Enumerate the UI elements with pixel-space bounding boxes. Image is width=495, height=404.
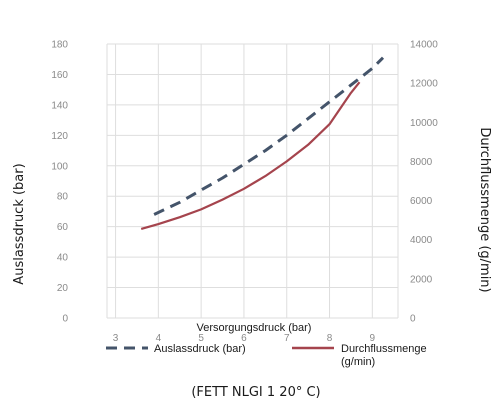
grid-horizontal (107, 43, 398, 319)
legend: Auslassdruck (bar) Durchflussmenge (g/min… (106, 343, 427, 368)
x-tick-label: 8 (327, 333, 333, 344)
right-tick-label: 14000 (410, 40, 438, 51)
x-axis-ticks: 3 4 5 6 7 8 9 (113, 333, 376, 344)
x-tick-label: 4 (156, 333, 162, 344)
right-tick-label: 8000 (410, 157, 433, 168)
legend-label-durchflussmenge: Durchflussmenge (g/min) (341, 343, 427, 368)
left-tick-label: 160 (51, 70, 68, 81)
left-tick-label: 100 (51, 161, 68, 172)
right-axis-title: Durchflussmenge (g/min) (477, 127, 492, 292)
left-tick-label: 60 (57, 222, 69, 233)
legend-label-auslassdruck: Auslassdruck (bar) (154, 343, 246, 355)
left-tick-label: 140 (51, 100, 68, 111)
left-tick-label: 40 (57, 253, 69, 264)
x-tick-label: 3 (113, 333, 119, 344)
left-axis-ticks: 0 20 40 60 80 100 120 140 160 180 (51, 40, 68, 325)
x-tick-label: 6 (241, 333, 247, 344)
right-tick-label: 4000 (410, 235, 433, 246)
x-tick-label: 9 (370, 333, 376, 344)
right-tick-label: 0 (410, 314, 416, 325)
left-tick-label: 80 (57, 192, 69, 203)
x-tick-label: 7 (284, 333, 290, 344)
series-line-durchflussmenge (140, 81, 361, 230)
grid-vertical (106, 44, 399, 318)
right-tick-label: 2000 (410, 274, 433, 285)
left-tick-label: 180 (51, 40, 68, 51)
right-tick-label: 6000 (410, 196, 433, 207)
left-axis-title: Auslassdruck (bar) (12, 163, 27, 284)
series-line-auslassdruck (153, 56, 385, 216)
left-tick-label: 120 (51, 131, 68, 142)
right-tick-label: 10000 (410, 118, 438, 129)
right-tick-label: 12000 (410, 79, 438, 90)
left-tick-label: 0 (62, 314, 68, 325)
left-tick-label: 20 (57, 283, 69, 294)
series-layer (140, 56, 385, 230)
x-axis-title: Versorgungsdruck (bar) (197, 322, 312, 334)
x-tick-label: 5 (198, 333, 204, 344)
chart-caption: (FETT NLGI 1 20° C) (191, 385, 320, 400)
right-axis-ticks: 0 2000 4000 6000 8000 10000 12000 14000 (410, 40, 438, 325)
